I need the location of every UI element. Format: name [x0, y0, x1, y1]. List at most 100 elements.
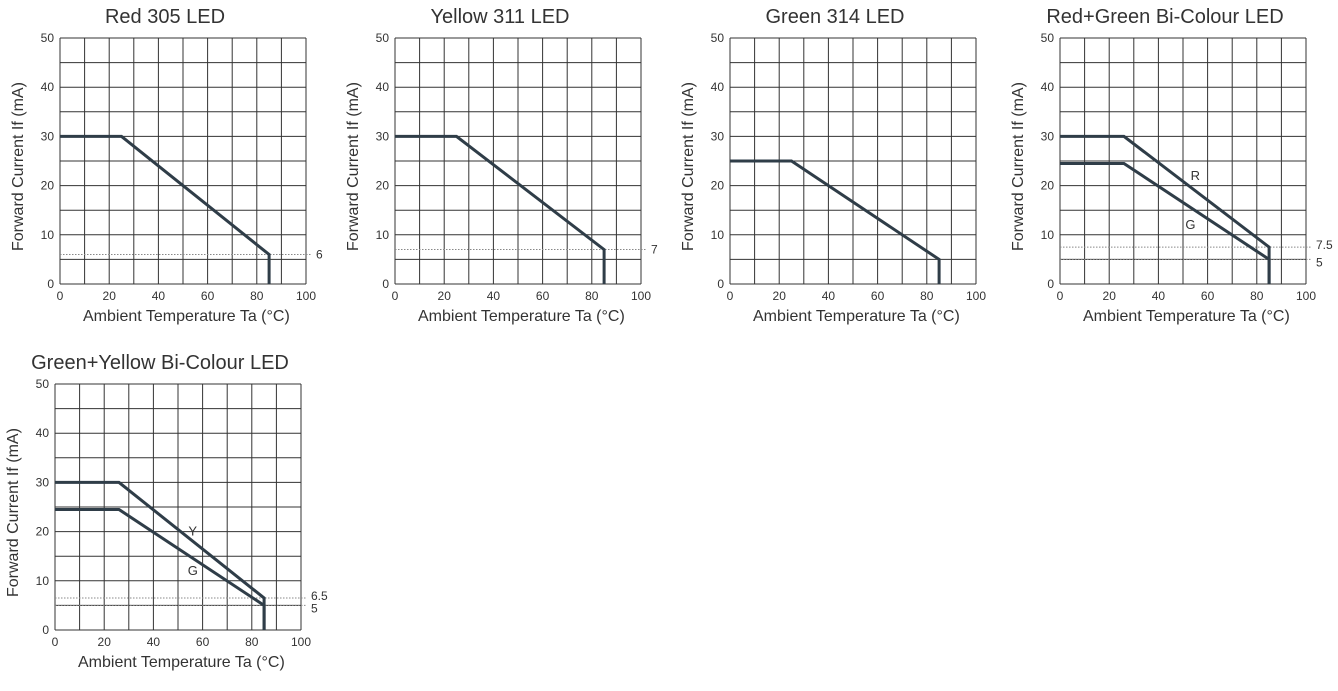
chart-green-314: Green 314 LED 0 20 40 60 80 100 0 10 20 30 40 50 Am… — [670, 0, 1000, 345]
x-tick-label: 40 — [152, 289, 166, 303]
curve-annotation: R — [1191, 168, 1200, 183]
y-axis-label: Forward Current If (mA) — [5, 428, 22, 597]
y-tick-label: 10 — [36, 574, 50, 588]
x-tick-label: 80 — [250, 289, 264, 303]
chart-title: Yellow 311 LED — [430, 6, 570, 28]
x-tick-label: 60 — [201, 289, 215, 303]
chart-title: Red+Green Bi-Colour LED — [1046, 6, 1284, 28]
y-tick-label: 40 — [1041, 80, 1055, 94]
x-tick-label: 80 — [585, 289, 599, 303]
x-tick-label: 80 — [920, 289, 934, 303]
x-tick-label: 0 — [52, 635, 59, 649]
y-axis-label: Forward Current If (mA) — [345, 82, 362, 251]
y-tick-label: 10 — [41, 228, 55, 242]
x-axis-label: Ambient Temperature Ta (°C) — [753, 308, 960, 325]
reference-label: 6.5 — [311, 589, 328, 603]
y-tick-label: 40 — [376, 80, 390, 94]
y-tick-label: 30 — [376, 129, 390, 143]
reference-label: 7.5 — [1316, 238, 1333, 252]
y-tick-label: 0 — [1047, 277, 1054, 291]
y-tick-label: 30 — [41, 129, 55, 143]
reference-label: 5 — [1316, 255, 1323, 269]
reference-label: 6 — [316, 247, 323, 261]
x-tick-label: 60 — [871, 289, 885, 303]
series-line — [1060, 161, 1271, 284]
y-tick-label: 10 — [711, 228, 725, 242]
plot-area: 7 0 20 40 60 80 100 0 10 20 30 40 50 — [376, 31, 658, 303]
plot-area: 0 20 40 60 80 100 0 10 20 30 40 50 — [711, 31, 987, 303]
x-tick-label: 40 — [147, 635, 161, 649]
curve-annotation: Y — [188, 524, 197, 539]
x-tick-label: 40 — [822, 289, 836, 303]
x-tick-label: 20 — [438, 289, 452, 303]
x-tick-label: 20 — [98, 635, 112, 649]
x-tick-label: 20 — [773, 289, 787, 303]
series-line — [60, 134, 271, 284]
x-tick-label: 0 — [1057, 289, 1064, 303]
y-axis-label: Forward Current If (mA) — [10, 82, 27, 251]
chart-title: Green+Yellow Bi-Colour LED — [31, 352, 289, 374]
series-line — [730, 159, 941, 284]
y-tick-label: 30 — [711, 129, 725, 143]
curve-annotation: G — [188, 563, 198, 578]
y-tick-label: 0 — [47, 277, 54, 291]
x-axis-label: Ambient Temperature Ta (°C) — [1083, 308, 1290, 325]
series-line — [55, 507, 266, 630]
y-tick-label: 0 — [382, 277, 389, 291]
x-tick-label: 60 — [196, 635, 210, 649]
x-axis-label: Ambient Temperature Ta (°C) — [83, 308, 290, 325]
x-tick-label: 20 — [1103, 289, 1117, 303]
y-tick-label: 20 — [1041, 179, 1055, 193]
y-tick-label: 50 — [711, 31, 725, 45]
y-tick-label: 50 — [36, 377, 50, 391]
x-tick-label: 80 — [245, 635, 259, 649]
x-tick-label: 40 — [1152, 289, 1166, 303]
x-tick-label: 80 — [1250, 289, 1264, 303]
chart-title: Green 314 LED — [765, 6, 905, 28]
chart-red-green-bicolour: Red+Green Bi-Colour LED 7.5 5 0 20 40 60 80 100… — [1000, 0, 1333, 345]
y-tick-label: 0 — [42, 623, 49, 637]
chart-title: Red 305 LED — [104, 6, 226, 28]
x-tick-label: 60 — [1201, 289, 1215, 303]
x-axis-label: Ambient Temperature Ta (°C) — [418, 308, 625, 325]
y-tick-label: 50 — [1041, 31, 1055, 45]
x-tick-label: 0 — [392, 289, 399, 303]
reference-label: 7 — [651, 243, 658, 257]
y-axis-label: Forward Current If (mA) — [680, 82, 697, 251]
x-tick-label: 100 — [1296, 289, 1316, 303]
x-tick-label: 100 — [291, 635, 311, 649]
y-tick-label: 10 — [1041, 228, 1055, 242]
y-tick-label: 10 — [376, 228, 390, 242]
x-tick-label: 100 — [966, 289, 986, 303]
chart-red-305: Red 305 LED 6 0 20 40 60 80 100 0 10 20 30 40 50 Amb… — [0, 0, 330, 345]
y-tick-label: 0 — [717, 277, 724, 291]
x-tick-label: 40 — [487, 289, 501, 303]
y-tick-label: 30 — [36, 475, 50, 489]
y-tick-label: 50 — [376, 31, 390, 45]
y-tick-label: 20 — [711, 179, 725, 193]
y-tick-label: 40 — [36, 426, 50, 440]
x-tick-label: 20 — [103, 289, 117, 303]
y-tick-label: 20 — [36, 525, 50, 539]
y-tick-label: 50 — [41, 31, 55, 45]
y-tick-label: 20 — [41, 179, 55, 193]
x-tick-label: 100 — [631, 289, 651, 303]
x-tick-label: 0 — [727, 289, 734, 303]
chart-green-yellow-bicolour: Green+Yellow Bi-Colour LED 6.5 5 0 20 40 60 80… — [0, 346, 328, 691]
y-tick-label: 30 — [1041, 129, 1055, 143]
x-tick-label: 100 — [296, 289, 316, 303]
y-tick-label: 20 — [376, 179, 390, 193]
y-tick-label: 40 — [711, 80, 725, 94]
reference-label: 5 — [311, 601, 318, 615]
x-axis-label: Ambient Temperature Ta (°C) — [78, 654, 285, 671]
y-axis-label: Forward Current If (mA) — [1010, 82, 1027, 251]
chart-yellow-311: Yellow 311 LED 7 0 20 40 60 80 100 0 10 20 30 40 50 … — [335, 0, 665, 345]
x-tick-label: 60 — [536, 289, 550, 303]
curve-annotation: G — [1185, 217, 1195, 232]
y-tick-label: 40 — [41, 80, 55, 94]
series-line — [395, 134, 606, 284]
